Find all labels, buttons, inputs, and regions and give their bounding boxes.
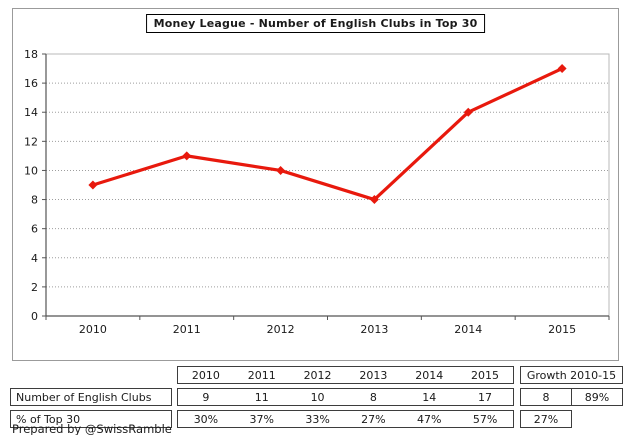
svg-text:0: 0 — [31, 310, 38, 323]
year-header-cell: 2013 — [359, 368, 388, 382]
svg-text:2: 2 — [31, 281, 38, 294]
svg-text:2013: 2013 — [360, 323, 388, 336]
table-cell: 37% — [249, 412, 274, 426]
svg-text:16: 16 — [24, 77, 38, 90]
table-cell: 33% — [305, 412, 330, 426]
credit-text: Prepared by @SwissRamble — [12, 422, 172, 435]
growth-cell: 8 — [542, 390, 550, 404]
chart-panel: 0 2 4 6 8 10 12 14 16 18 2010 2011 2012 2013 2014 2015 … — [12, 8, 619, 361]
svg-text:14: 14 — [24, 106, 38, 119]
svg-text:2012: 2012 — [267, 323, 295, 336]
table-cell: 27% — [361, 412, 386, 426]
svg-text:2015: 2015 — [548, 323, 576, 336]
row-label-clubs: Number of English Clubs — [10, 388, 172, 406]
table-cell: 30% — [193, 412, 219, 426]
svg-text:4: 4 — [31, 252, 38, 265]
year-header-cell: 2015 — [471, 368, 500, 382]
table-cell: 57% — [472, 412, 498, 426]
growth-row-clubs: 8 89% — [520, 388, 623, 406]
row-label-pct: % of Top 30 — [10, 410, 172, 428]
growth-row-pct: 27% — [520, 410, 572, 428]
growth-header-box: Growth 2010-15 — [520, 366, 623, 384]
growth-cell: 27% — [533, 412, 559, 426]
table-cell: 17 — [478, 390, 493, 404]
growth-cell: 89% — [571, 389, 622, 405]
table-cell: 8 — [369, 390, 377, 404]
table-cell: 11 — [254, 390, 269, 404]
year-header-cell: 2011 — [247, 368, 276, 382]
svg-text:12: 12 — [24, 135, 38, 148]
year-header-cell: 2014 — [415, 368, 444, 382]
year-header-cell: 2012 — [303, 368, 332, 382]
growth-header-label: Growth 2010-15 — [526, 368, 617, 382]
chart-title: Money League - Number of English Clubs i… — [145, 14, 486, 33]
svg-text:8: 8 — [31, 194, 38, 207]
svg-text:6: 6 — [31, 223, 38, 236]
table-cell: 47% — [417, 412, 442, 426]
svg-text:18: 18 — [24, 48, 38, 61]
table-cell: 10 — [310, 390, 325, 404]
table-cell: 14 — [422, 390, 437, 404]
table-row-pct: 30% 37% 33% 27% 47% 57% — [177, 410, 514, 428]
row-label-text: % of Top 30 — [16, 412, 81, 426]
table-cell: 9 — [202, 390, 210, 404]
svg-text:2010: 2010 — [79, 323, 107, 336]
year-header-cell: 2010 — [191, 368, 220, 382]
svg-text:2014: 2014 — [454, 323, 482, 336]
line-chart: 0 2 4 6 8 10 12 14 16 18 2010 2011 2012 2013 2014 2015 — [24, 48, 610, 336]
table-row-clubs: 9 11 10 8 14 17 — [177, 388, 514, 406]
row-label-text: Number of English Clubs — [16, 390, 152, 404]
svg-text:10: 10 — [24, 164, 38, 177]
svg-text:2011: 2011 — [173, 323, 201, 336]
table-year-header-row: 2010 2011 2012 2013 2014 2015 — [177, 366, 514, 384]
